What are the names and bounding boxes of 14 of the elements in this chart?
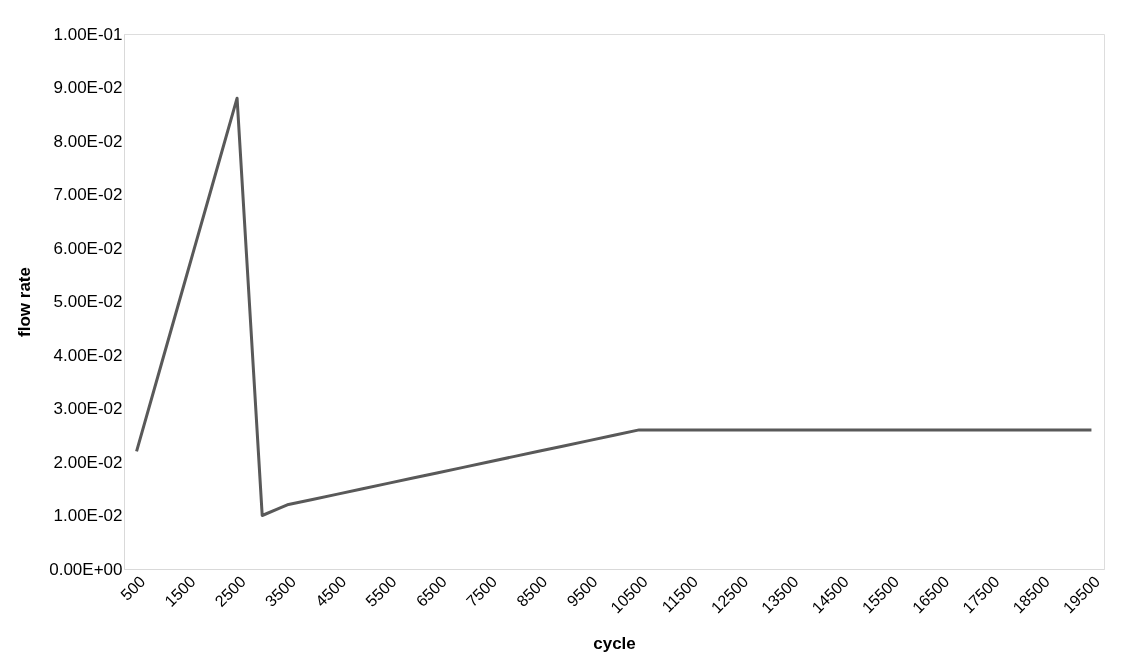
y-tick-label: 1.00E-01 — [53, 24, 123, 44]
y-tick-label: 5.00E-02 — [53, 292, 123, 311]
y-tick-label: 6.00E-02 — [53, 238, 123, 258]
y-tick-label: 2.00E-02 — [53, 452, 123, 472]
y-tick-label: 1.00E-02 — [53, 506, 123, 525]
y-tick-label: 0.00E+00 — [49, 559, 123, 579]
line-series — [135, 96, 1093, 517]
y-tick-label: 7.00E-02 — [53, 185, 123, 204]
y-tick-label: 3.00E-02 — [53, 399, 123, 418]
y-tick-label: 9.00E-02 — [53, 78, 123, 97]
x-axis-title: cycle — [593, 634, 636, 654]
y-tick-label: 4.00E-02 — [53, 345, 123, 365]
y-axis-title: flow rate — [15, 267, 35, 337]
y-tick-label: 8.00E-02 — [53, 131, 123, 151]
